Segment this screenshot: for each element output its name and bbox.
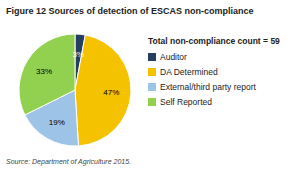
data-label: 19% [49,118,65,127]
data-labels: 3% 47% 19% 33% [36,50,119,127]
legend-entry: Self Reported [160,97,212,107]
pie [19,34,131,146]
data-label: 33% [36,67,52,76]
data-label: 47% [103,88,119,97]
data-label: 3% [73,50,85,59]
source: Source: Department of Agriculture 2015. [6,158,131,166]
legend-swatch [148,98,156,106]
legend-entry: DA Determined [160,67,218,77]
legend-swatch [148,68,156,76]
legend-swatch [148,83,156,91]
title: Figure 12 Sources of detection of ESCAS … [6,6,254,16]
legend: Total non-compliance count = 59 Auditor DA… [148,36,280,107]
legend-title: Total non-compliance count = 59 [148,36,280,46]
chart: Figure 12 Sources of detection of ESCAS … [0,0,300,169]
pie-slice [19,34,75,115]
legend-entry: External/third party report [160,82,257,92]
legend-swatch [148,53,156,61]
chart-container: Figure 12 Sources of detection of ESCAS … [0,0,300,169]
legend-entry: Auditor [160,52,187,62]
